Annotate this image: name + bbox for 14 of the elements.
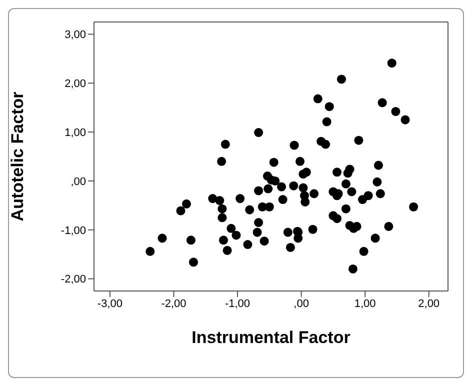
x-tick-label: -3,00: [97, 298, 122, 310]
x-axis-title: Instrumental Factor: [192, 328, 351, 347]
y-tick-label: -2,00: [60, 274, 86, 286]
y-tick-label: 1,00: [64, 126, 86, 139]
y-tick-label: -1,00: [60, 224, 86, 237]
x-tick-label: -1,00: [224, 298, 250, 310]
y-tick-label: ,00: [70, 176, 86, 188]
y-axis-title: Autotelic Factor: [8, 91, 28, 222]
y-tick-label: 2,00: [64, 78, 86, 90]
x-tick-label: -2,00: [161, 298, 186, 310]
x-tick-label: 2,00: [418, 298, 440, 310]
x-tick-label: 1,00: [354, 298, 376, 310]
x-tick-label: ,00: [294, 298, 309, 310]
y-tick-label: 3,00: [64, 29, 86, 42]
